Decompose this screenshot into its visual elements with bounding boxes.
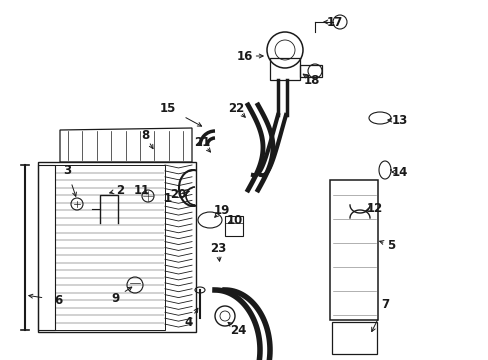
Bar [331,322,376,354]
Text: 18: 18 [303,73,320,86]
Text: 24: 24 [229,324,245,337]
Text: 19: 19 [213,203,230,216]
Bar [38,165,55,330]
Text: 4: 4 [184,315,193,328]
Text: 8: 8 [141,129,149,141]
Text: 22: 22 [227,102,244,114]
Text: 1: 1 [163,192,172,204]
Bar [38,162,196,332]
Text: 20: 20 [169,188,186,201]
Text: 21: 21 [193,135,210,149]
Bar [224,216,243,236]
Text: 5: 5 [386,239,394,252]
Text: 23: 23 [209,242,225,255]
Text: 12: 12 [366,202,382,215]
Text: 6: 6 [54,293,62,306]
Text: 14: 14 [391,166,407,179]
Text: 15: 15 [160,102,176,114]
Bar [269,58,299,80]
Bar [329,180,377,320]
Text: 3: 3 [63,163,71,176]
Text: 11: 11 [134,184,150,197]
Text: 7: 7 [380,298,388,311]
Text: 9: 9 [111,292,119,305]
Bar [55,165,164,330]
Text: 16: 16 [236,50,253,63]
Text: 13: 13 [391,113,407,126]
Bar [299,65,321,77]
Text: 2: 2 [116,184,124,197]
Text: 10: 10 [226,213,243,226]
Text: 17: 17 [326,15,343,28]
